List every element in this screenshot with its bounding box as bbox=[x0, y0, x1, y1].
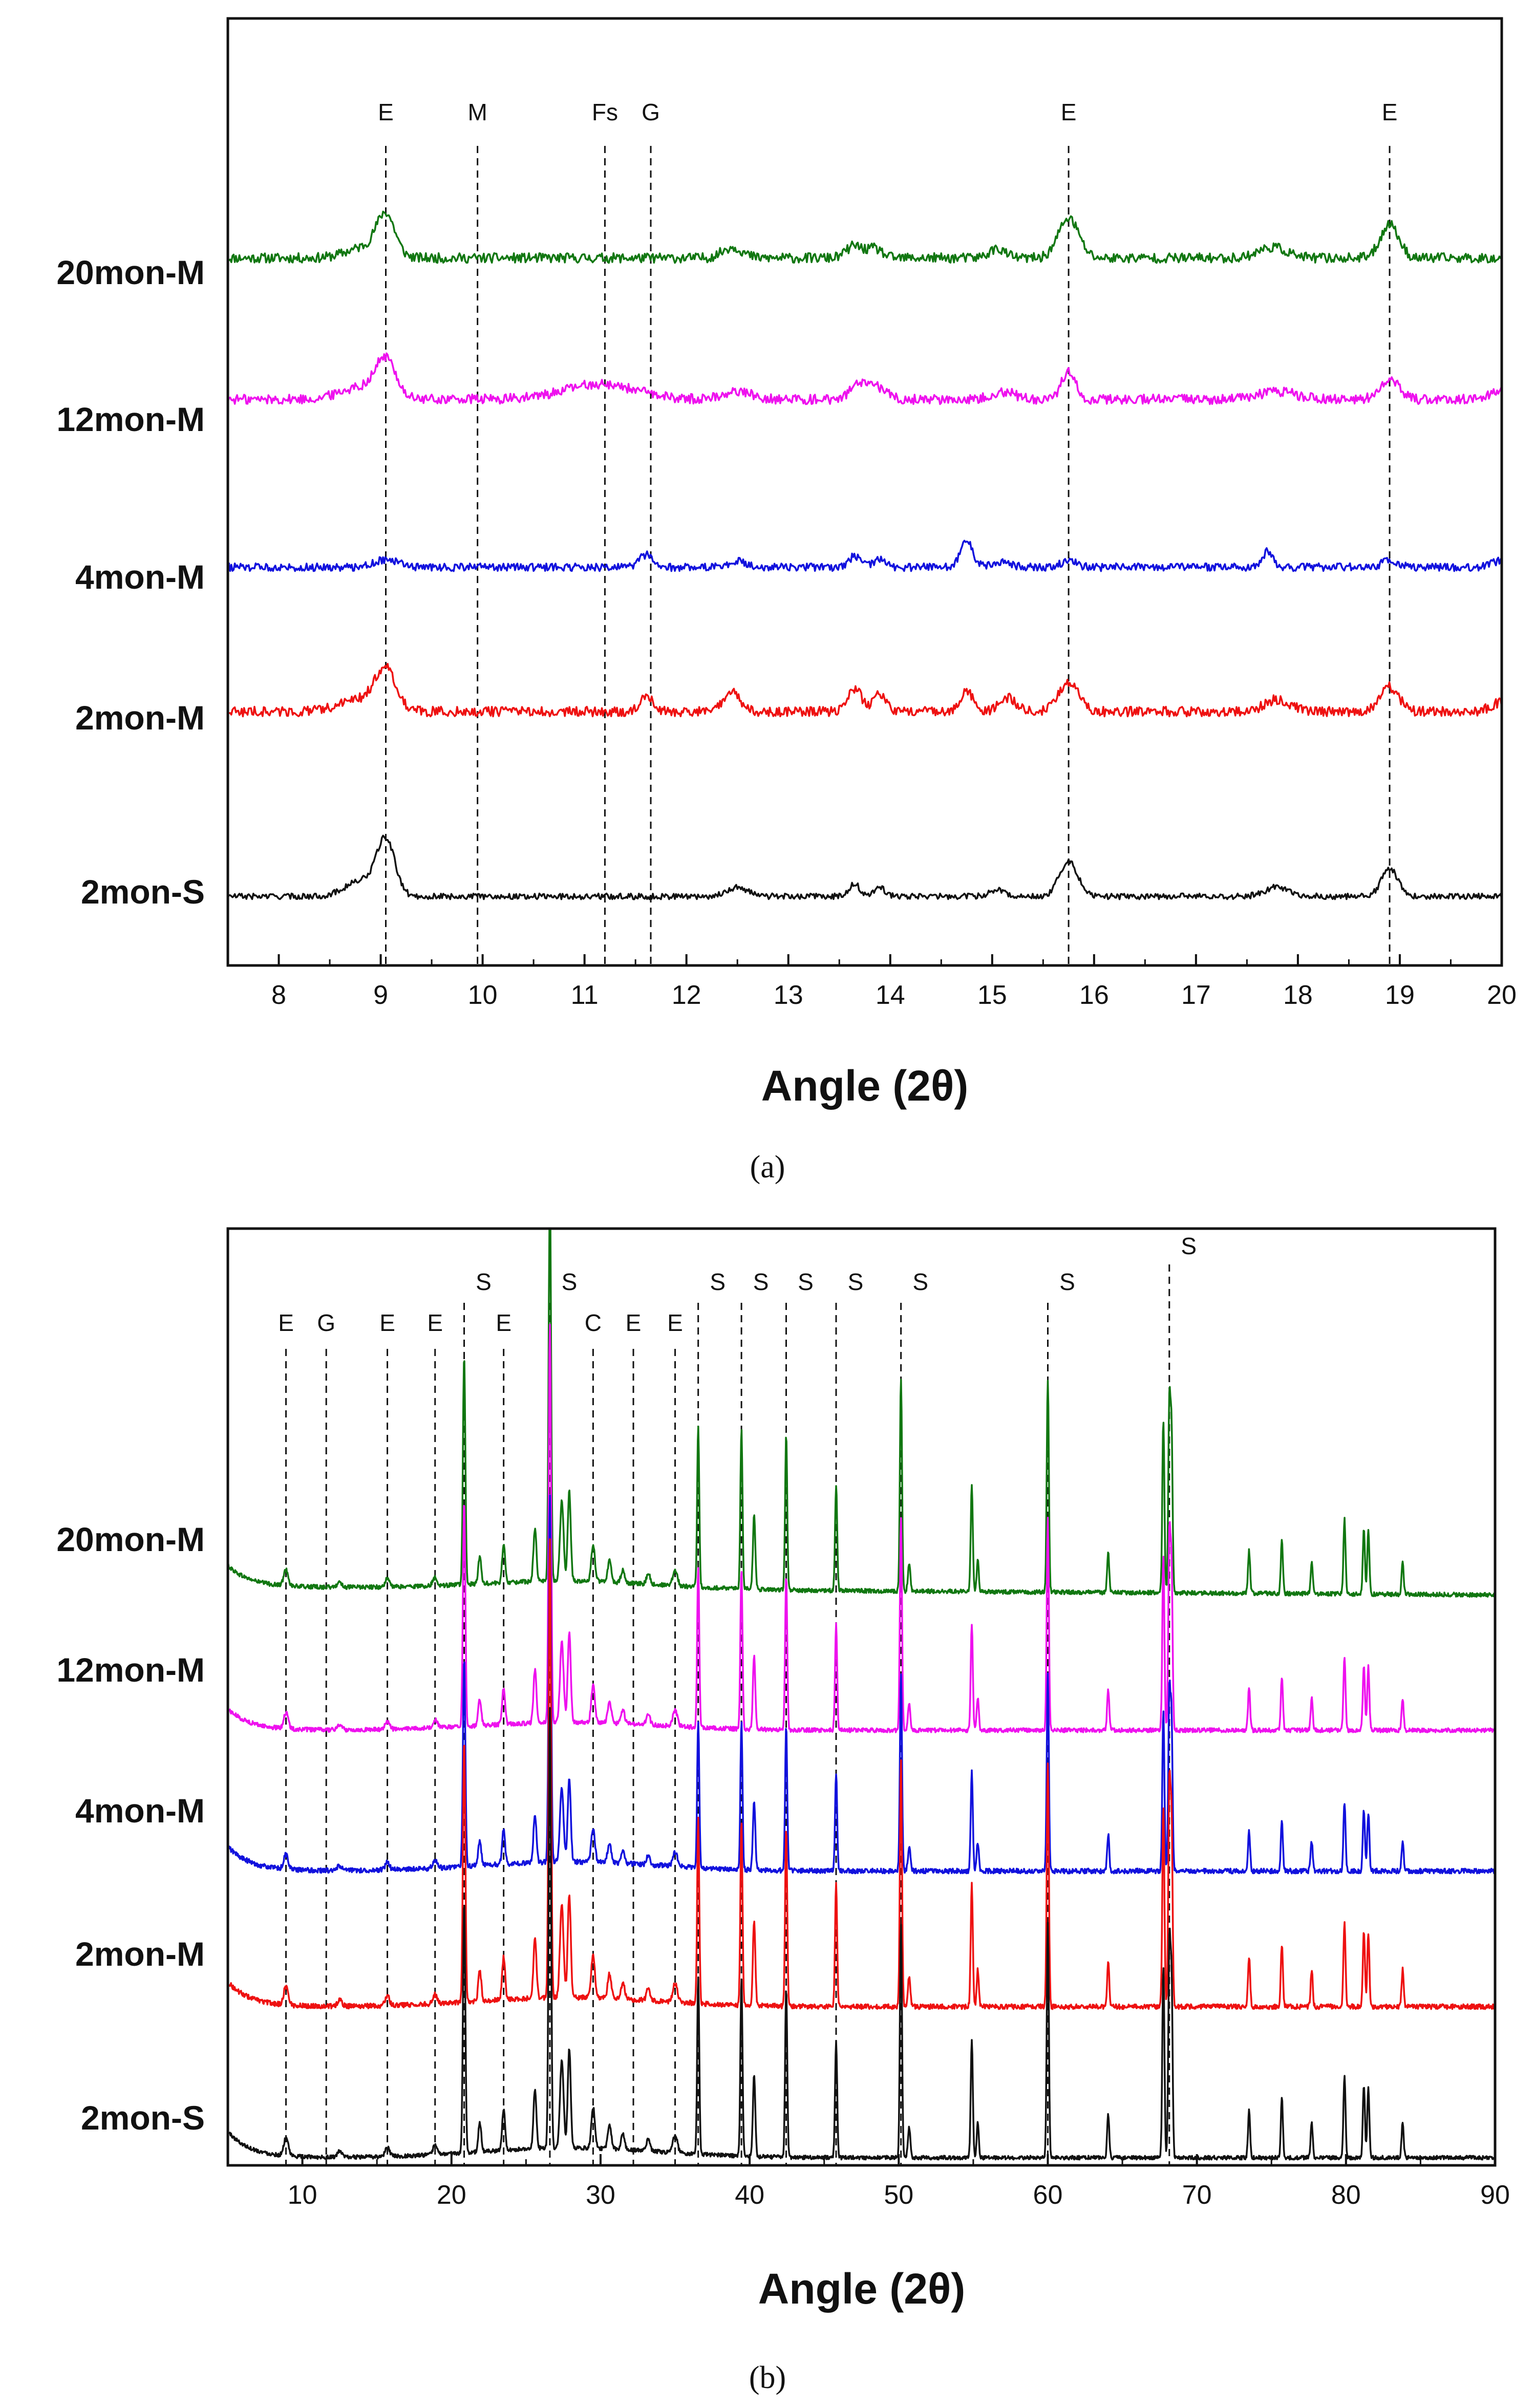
reference-label: S bbox=[798, 1268, 814, 1295]
panel-a-caption: (a) bbox=[750, 1150, 785, 1185]
panel-a-reflines: E M Fs G E E bbox=[378, 99, 1397, 965]
x-tick-label: 80 bbox=[1331, 2180, 1361, 2210]
reference-label: S bbox=[476, 1268, 492, 1295]
x-tick-label: 90 bbox=[1480, 2180, 1510, 2210]
series-line-12mon-m bbox=[227, 1323, 1496, 1733]
reference-label: S bbox=[1059, 1268, 1075, 1295]
series-line-2mon-m bbox=[227, 1538, 1496, 2010]
series-label-20mon-m: 20mon-M bbox=[56, 1520, 205, 1558]
x-tick-label: 17 bbox=[1181, 980, 1211, 1010]
x-tick-label: 10 bbox=[288, 2180, 317, 2210]
panel-a-x-axis-label: Angle (2θ) bbox=[761, 1062, 969, 1110]
series-line-20mon-m bbox=[227, 1229, 1496, 1598]
x-tick-label: 40 bbox=[735, 2180, 764, 2210]
series-line-4mon-m bbox=[227, 540, 1503, 572]
reference-label: E bbox=[1382, 99, 1398, 125]
reference-label: C bbox=[585, 1309, 602, 1336]
x-tick-label: 20 bbox=[437, 2180, 466, 2210]
reference-label: S bbox=[562, 1268, 578, 1295]
series-label-12mon-m: 12mon-M bbox=[56, 400, 205, 438]
series-label-12mon-m: 12mon-M bbox=[56, 1651, 205, 1689]
x-tick-label: 50 bbox=[884, 2180, 913, 2210]
panel-b-ticks: 10 20 30 40 50 60 70 80 90 bbox=[227, 2154, 1510, 2210]
series-line-12mon-m bbox=[227, 352, 1503, 405]
series-line-2mon-s bbox=[227, 834, 1503, 900]
series-label-2mon-s: 2mon-S bbox=[81, 2099, 205, 2137]
panel-a: E M Fs G E E 8 9 10 11 12 13 14 15 16 17 18 19 20 20mon-M… bbox=[56, 17, 1517, 1185]
reference-label: G bbox=[317, 1309, 335, 1336]
series-label-2mon-s: 2mon-S bbox=[81, 873, 205, 911]
series-line-2mon-m bbox=[227, 662, 1503, 718]
reference-label: G bbox=[642, 99, 660, 125]
reference-label: E bbox=[496, 1309, 511, 1336]
x-tick-label: 19 bbox=[1385, 980, 1415, 1010]
reference-label: E bbox=[626, 1309, 642, 1336]
reference-label: S bbox=[1181, 1233, 1197, 1259]
x-tick-label: 16 bbox=[1079, 980, 1109, 1010]
panel-b-series bbox=[227, 1229, 1496, 2161]
panel-a-frame bbox=[226, 17, 1503, 967]
series-line-4mon-m bbox=[227, 1494, 1496, 1875]
x-tick-label: 10 bbox=[468, 980, 498, 1010]
x-tick-label: 13 bbox=[774, 980, 803, 1010]
x-tick-label: 18 bbox=[1283, 980, 1313, 1010]
x-tick-label: 70 bbox=[1182, 2180, 1212, 2210]
x-tick-label: 12 bbox=[672, 980, 701, 1010]
panel-b-x-axis-label: Angle (2θ) bbox=[758, 2265, 966, 2313]
x-tick-label: 15 bbox=[977, 980, 1007, 1010]
x-tick-label: 11 bbox=[571, 980, 599, 1010]
reference-label: S bbox=[753, 1268, 769, 1295]
panel-a-series bbox=[227, 210, 1503, 900]
reference-label: E bbox=[379, 1309, 395, 1336]
reference-label: Fs bbox=[592, 99, 618, 125]
series-label-20mon-m: 20mon-M bbox=[56, 253, 205, 291]
reference-label: E bbox=[667, 1309, 683, 1336]
series-line-2mon-s bbox=[227, 1707, 1496, 2161]
reference-label: S bbox=[912, 1268, 928, 1295]
x-tick-label: 20 bbox=[1487, 980, 1517, 1010]
reference-label: E bbox=[1061, 99, 1077, 125]
panel-b-caption: (b) bbox=[749, 2360, 786, 2395]
reference-label: M bbox=[467, 99, 487, 125]
series-line-20mon-m bbox=[227, 210, 1503, 264]
x-tick-label: 30 bbox=[586, 2180, 615, 2210]
panel-b-labels: 20mon-M 12mon-M 4mon-M 2mon-M 2mon-S bbox=[56, 1520, 205, 2137]
reference-label: S bbox=[710, 1268, 726, 1295]
reference-label: S bbox=[848, 1268, 864, 1295]
reference-label: E bbox=[278, 1309, 294, 1336]
x-tick-label: 8 bbox=[271, 980, 286, 1010]
panel-a-labels: 20mon-M 12mon-M 4mon-M 2mon-M 2mon-S bbox=[56, 253, 205, 911]
reference-label: E bbox=[427, 1309, 443, 1336]
panel-b-frame bbox=[226, 1227, 1497, 2167]
x-tick-label: 9 bbox=[373, 980, 388, 1010]
x-tick-label: 60 bbox=[1033, 2180, 1063, 2210]
panel-a-ticks: 8 9 10 11 12 13 14 15 16 17 18 19 20 bbox=[227, 954, 1517, 1010]
series-label-4mon-m: 4mon-M bbox=[75, 558, 205, 596]
x-tick-label: 14 bbox=[876, 980, 905, 1010]
reference-label: E bbox=[378, 99, 394, 125]
series-label-2mon-m: 2mon-M bbox=[75, 699, 205, 737]
series-label-4mon-m: 4mon-M bbox=[75, 1792, 205, 1830]
series-label-2mon-m: 2mon-M bbox=[75, 1935, 205, 1973]
